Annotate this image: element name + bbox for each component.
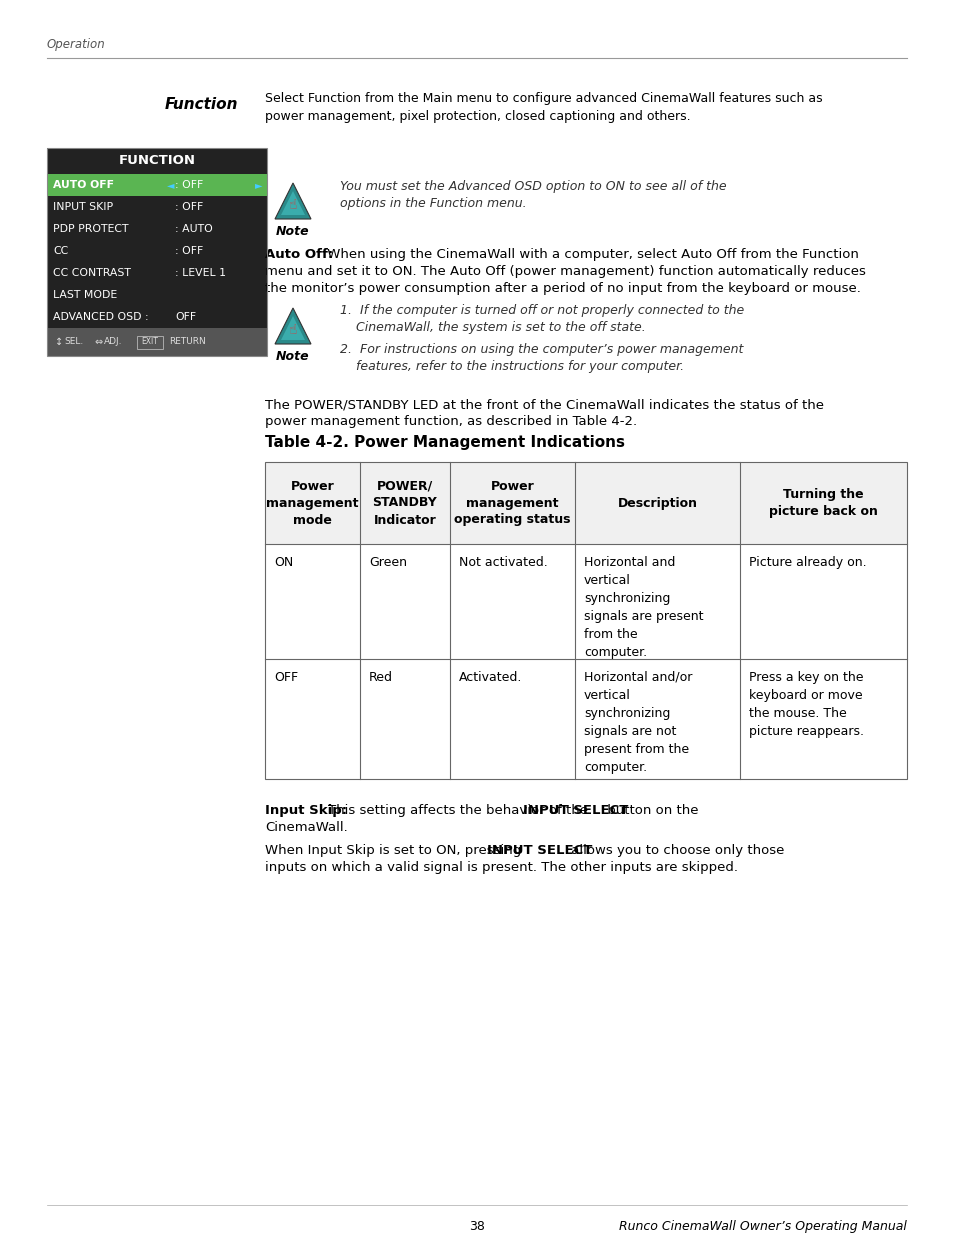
Text: CC CONTRAST: CC CONTRAST — [53, 268, 131, 278]
Text: CinemaWall, the system is set to the off state.: CinemaWall, the system is set to the off… — [339, 321, 645, 333]
Polygon shape — [274, 308, 311, 345]
Text: Power
management
mode: Power management mode — [266, 479, 358, 526]
Text: CC: CC — [53, 246, 69, 256]
Text: 2.  For instructions on using the computer’s power management: 2. For instructions on using the compute… — [339, 343, 742, 356]
Text: ADVANCED OSD :: ADVANCED OSD : — [53, 312, 149, 322]
Bar — [47, 262, 267, 284]
Text: Description: Description — [617, 496, 697, 510]
Text: The POWER/STANDBY LED at the front of the CinemaWall indicates the status of the: The POWER/STANDBY LED at the front of th… — [265, 398, 823, 411]
Text: When using the CinemaWall with a computer, select Auto Off from the Function: When using the CinemaWall with a compute… — [323, 248, 858, 261]
Bar — [47, 196, 267, 219]
Text: PDP PROTECT: PDP PROTECT — [53, 224, 129, 233]
Polygon shape — [281, 316, 305, 340]
Bar — [47, 148, 267, 356]
Bar — [47, 240, 267, 262]
Text: ↕: ↕ — [55, 337, 63, 347]
Text: Activated.: Activated. — [458, 671, 522, 684]
Text: ON: ON — [274, 556, 293, 569]
Text: Runco CinemaWall Owner’s Operating Manual: Runco CinemaWall Owner’s Operating Manua… — [618, 1220, 906, 1233]
Bar — [47, 174, 267, 196]
Polygon shape — [274, 183, 311, 219]
Text: POWER/
STANDBY
Indicator: POWER/ STANDBY Indicator — [373, 479, 436, 526]
Text: When Input Skip is set to ON, pressing: When Input Skip is set to ON, pressing — [265, 844, 525, 857]
Text: Green: Green — [369, 556, 407, 569]
Bar — [47, 306, 267, 329]
Text: Press a key on the
keyboard or move
the mouse. The
picture reappears.: Press a key on the keyboard or move the … — [748, 671, 863, 739]
Text: power management function, as described in Table 4-2.: power management function, as described … — [265, 415, 637, 429]
Text: menu and set it to ON. The Auto Off (power management) function automatically re: menu and set it to ON. The Auto Off (pow… — [265, 266, 865, 278]
Text: ►: ► — [255, 180, 262, 190]
Text: ⇔: ⇔ — [95, 337, 103, 347]
Bar — [137, 336, 163, 350]
Text: FUNCTION: FUNCTION — [118, 154, 195, 168]
Text: button on the: button on the — [602, 804, 698, 818]
Text: : OFF: : OFF — [174, 180, 203, 190]
Text: SEL.: SEL. — [64, 337, 83, 347]
Text: Power
management
operating status: Power management operating status — [454, 479, 570, 526]
Text: inputs on which a valid signal is present. The other inputs are skipped.: inputs on which a valid signal is presen… — [265, 861, 738, 874]
Text: Horizontal and/or
vertical
synchronizing
signals are not
present from the
comput: Horizontal and/or vertical synchronizing… — [583, 671, 692, 774]
Text: INPUT SKIP: INPUT SKIP — [53, 203, 113, 212]
Text: RETURN: RETURN — [169, 337, 206, 347]
Text: Horizontal and
vertical
synchronizing
signals are present
from the
computer.: Horizontal and vertical synchronizing si… — [583, 556, 702, 659]
Text: Not activated.: Not activated. — [458, 556, 547, 569]
Bar — [47, 329, 267, 356]
Text: : OFF: : OFF — [174, 203, 203, 212]
Text: : OFF: : OFF — [174, 246, 203, 256]
Text: ☝: ☝ — [289, 324, 297, 337]
Text: ◄: ◄ — [167, 180, 174, 190]
Text: power management, pixel protection, closed captioning and others.: power management, pixel protection, clos… — [265, 110, 690, 124]
Text: features, refer to the instructions for your computer.: features, refer to the instructions for … — [339, 359, 683, 373]
Text: options in the Function menu.: options in the Function menu. — [339, 198, 526, 210]
Text: Function: Function — [164, 98, 237, 112]
Text: Select Function from the Main menu to configure advanced CinemaWall features suc: Select Function from the Main menu to co… — [265, 91, 821, 105]
Text: Auto Off:: Auto Off: — [265, 248, 333, 261]
Text: : AUTO: : AUTO — [174, 224, 213, 233]
Text: Picture already on.: Picture already on. — [748, 556, 865, 569]
Text: allows you to choose only those: allows you to choose only those — [566, 844, 783, 857]
Text: Red: Red — [369, 671, 393, 684]
Bar — [47, 148, 267, 174]
Text: INPUT SELECT: INPUT SELECT — [486, 844, 592, 857]
Text: 38: 38 — [469, 1220, 484, 1233]
Text: Note: Note — [276, 350, 310, 363]
Bar — [265, 462, 906, 779]
Text: INPUT SELECT: INPUT SELECT — [522, 804, 628, 818]
Text: Turning the
picture back on: Turning the picture back on — [768, 488, 877, 517]
Bar — [47, 219, 267, 240]
Text: the monitor’s power consumption after a period of no input from the keyboard or : the monitor’s power consumption after a … — [265, 282, 860, 295]
Text: ☝: ☝ — [289, 198, 297, 212]
Text: Note: Note — [276, 225, 310, 238]
Text: Operation: Operation — [47, 38, 106, 51]
Text: AUTO OFF: AUTO OFF — [53, 180, 113, 190]
Text: You must set the Advanced OSD option to ON to see all of the: You must set the Advanced OSD option to … — [339, 180, 726, 193]
Text: Table 4-2. Power Management Indications: Table 4-2. Power Management Indications — [265, 435, 624, 450]
Bar — [47, 284, 267, 306]
Text: 1.  If the computer is turned off or not properly connected to the: 1. If the computer is turned off or not … — [339, 304, 743, 317]
Text: This setting affects the behavior of the: This setting affects the behavior of the — [328, 804, 592, 818]
Polygon shape — [281, 191, 305, 215]
Text: LAST MODE: LAST MODE — [53, 290, 117, 300]
Text: CinemaWall.: CinemaWall. — [265, 821, 348, 834]
Text: : LEVEL 1: : LEVEL 1 — [174, 268, 226, 278]
Text: OFF: OFF — [274, 671, 297, 684]
Text: OFF: OFF — [174, 312, 196, 322]
Bar — [265, 462, 906, 543]
Text: EXIT: EXIT — [141, 337, 158, 347]
Text: ADJ.: ADJ. — [104, 337, 122, 347]
Text: Input Skip:: Input Skip: — [265, 804, 347, 818]
